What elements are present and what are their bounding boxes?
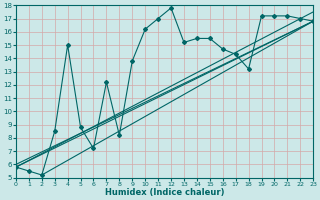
X-axis label: Humidex (Indice chaleur): Humidex (Indice chaleur)	[105, 188, 224, 197]
